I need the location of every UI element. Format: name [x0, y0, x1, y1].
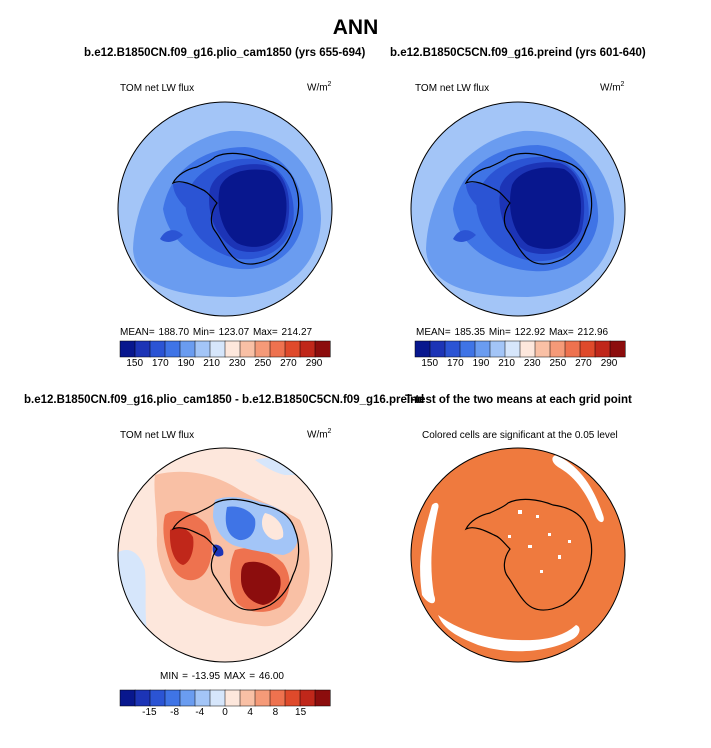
- colorbar-tick-label: 250: [254, 358, 272, 369]
- variable-label-top-right: TOM net LW flux: [415, 83, 490, 94]
- panel-title-top-right: b.e12.B1850C5CN.f09_g16.preind (yrs 601-…: [390, 47, 646, 59]
- panel-title-top-left: b.e12.B1850CN.f09_g16.plio_cam1850 (yrs …: [84, 47, 366, 59]
- figure-title: ANN: [332, 16, 379, 39]
- colorbar-tick-label: 150: [421, 358, 439, 369]
- colorbar-tick-label: 210: [498, 358, 515, 369]
- colorbar-tick-label: 170: [151, 358, 169, 369]
- colorbar-swatch: [134, 689, 151, 707]
- colorbar-tick-label: 230: [228, 358, 246, 369]
- colorbar-tick-label: 150: [126, 358, 144, 369]
- stats-top-right: MEAN= 185.35 Min= 122.92 Max= 212.96: [416, 327, 609, 338]
- field-core: [218, 169, 287, 247]
- colorbar-swatch: [414, 340, 431, 358]
- map-top-left: [117, 101, 333, 317]
- colorbar-ticks-top-left: 150 170 190 210 230 250 270 290: [120, 358, 330, 372]
- colorbar-swatch: [579, 340, 596, 358]
- units-label-bottom-left: W/m2: [307, 428, 332, 441]
- colorbar-swatch: [284, 340, 301, 358]
- colorbar-tick-label: 270: [575, 358, 592, 369]
- colorbar-swatch: [314, 689, 331, 707]
- colorbar-ticks-top-right: 150 170 190 210 230 250 270 290: [415, 358, 625, 372]
- units-label-top-right: W/m2: [600, 81, 625, 94]
- colorbar-tick-label: 4: [247, 707, 253, 718]
- variable-label-top-left: TOM net LW flux: [120, 83, 195, 94]
- panel-title-bottom-right: T-test of the two means at each grid poi…: [405, 394, 632, 406]
- colorbar-swatch: [504, 340, 521, 358]
- colorbar-swatch: [209, 689, 226, 707]
- coastline: [171, 152, 300, 265]
- colorbar-swatch: [224, 689, 241, 707]
- colorbar-swatch: [149, 340, 166, 358]
- colorbar-top-left: [119, 340, 331, 358]
- colorbar-swatch: [284, 689, 301, 707]
- colorbar-swatch: [134, 340, 151, 358]
- colorbar-swatch: [194, 340, 211, 358]
- stats-bottom-left: MIN = -13.95 MAX = 46.00: [160, 671, 284, 682]
- colorbar-tick-label: 190: [472, 358, 490, 369]
- colorbar-swatch: [209, 340, 226, 358]
- colorbar-swatch: [299, 340, 316, 358]
- colorbar-swatch: [179, 340, 196, 358]
- map-bottom-right: [410, 447, 626, 663]
- units-label-top-left: W/m2: [307, 81, 332, 94]
- colorbar-tick-label: 0: [222, 707, 228, 718]
- colorbar-swatch: [254, 689, 271, 707]
- colorbar-swatch: [474, 340, 491, 358]
- map-top-right: [410, 101, 626, 317]
- colorbar-swatch: [519, 340, 536, 358]
- colorbar-swatch: [254, 340, 271, 358]
- colorbar-swatch: [549, 340, 566, 358]
- colorbar-swatch: [564, 340, 581, 358]
- field-peninsula: [173, 182, 207, 211]
- colorbar-swatch: [459, 340, 476, 358]
- stats-top-left: MEAN= 188.70 Min= 123.07 Max= 214.27: [120, 327, 313, 338]
- colorbar-swatch: [119, 689, 136, 707]
- colorbar-swatch: [594, 340, 611, 358]
- colorbar-tick-label: 8: [272, 707, 279, 718]
- colorbar-swatch: [119, 340, 136, 358]
- colorbar-tick-label: 190: [177, 358, 195, 369]
- colorbar-swatch: [224, 340, 241, 358]
- colorbar-tick-label: 230: [523, 358, 541, 369]
- colorbar-swatch: [444, 340, 461, 358]
- colorbar-tick-label: 290: [600, 358, 618, 369]
- map-bottom-left: [117, 447, 333, 663]
- colorbar-swatch: [269, 689, 286, 707]
- map-boundary: [117, 101, 333, 317]
- significance-note: Colored cells are significant at the 0.0…: [422, 430, 618, 441]
- field-ice-shelf: [160, 230, 183, 242]
- colorbar-swatch: [179, 689, 196, 707]
- colorbar-swatch: [269, 340, 286, 358]
- colorbar-swatch: [314, 340, 331, 358]
- variable-label-bottom-left: TOM net LW flux: [120, 430, 195, 441]
- colorbar-ticks-bottom-left: -15 -8 -4 0 4 8 15: [120, 707, 330, 721]
- colorbar-swatch: [149, 689, 166, 707]
- panel-title-bottom-left: b.e12.B1850CN.f09_g16.plio_cam1850 - b.e…: [24, 394, 425, 406]
- colorbar-tick-label: 15: [295, 707, 307, 718]
- colorbar-swatch: [239, 340, 256, 358]
- colorbar-tick-label: 250: [549, 358, 567, 369]
- colorbar-tick-label: -8: [170, 707, 180, 718]
- colorbar-swatch: [534, 340, 551, 358]
- colorbar-tick-label: 270: [280, 358, 297, 369]
- colorbar-bottom-left: [119, 689, 331, 707]
- colorbar-tick-label: -15: [142, 707, 157, 718]
- colorbar-swatch: [429, 340, 446, 358]
- colorbar-swatch: [239, 689, 256, 707]
- colorbar-swatch: [164, 689, 181, 707]
- colorbar-tick-label: 170: [446, 358, 464, 369]
- colorbar-tick-label: -4: [195, 707, 205, 718]
- colorbar-swatch: [299, 689, 316, 707]
- colorbar-swatch: [489, 340, 506, 358]
- colorbar-swatch: [194, 689, 211, 707]
- colorbar-tick-label: 210: [203, 358, 220, 369]
- colorbar-tick-label: 290: [305, 358, 323, 369]
- colorbar-swatch: [164, 340, 181, 358]
- colorbar-top-right: [414, 340, 626, 358]
- colorbar-swatch: [609, 340, 626, 358]
